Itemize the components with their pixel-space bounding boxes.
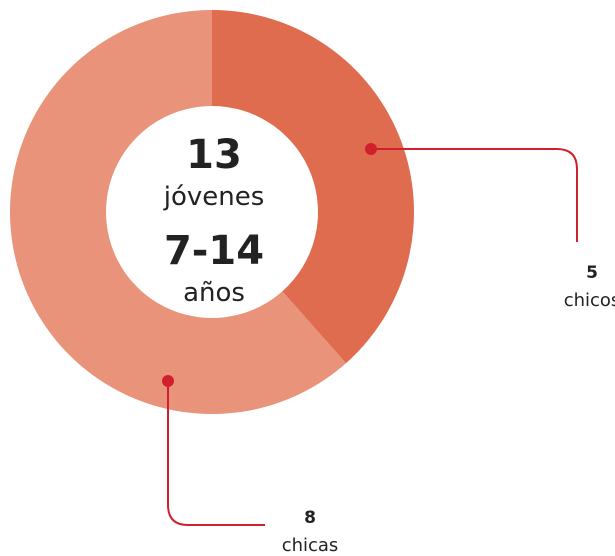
donut-segment	[9, 10, 346, 415]
leader-dot	[162, 375, 174, 387]
leader-dot	[365, 143, 377, 155]
leader-line	[167, 381, 265, 526]
category-label: chicos	[564, 290, 615, 311]
center-total: 13	[186, 132, 242, 178]
center-unit: años	[183, 278, 245, 308]
center-range: 7-14	[164, 228, 264, 274]
leader-line	[371, 148, 578, 242]
data-label: 5	[586, 263, 598, 283]
center-label: jóvenes	[163, 182, 265, 212]
donut-segment	[212, 10, 414, 364]
data-label: 8	[304, 508, 316, 528]
category-label: chicas	[282, 535, 339, 556]
